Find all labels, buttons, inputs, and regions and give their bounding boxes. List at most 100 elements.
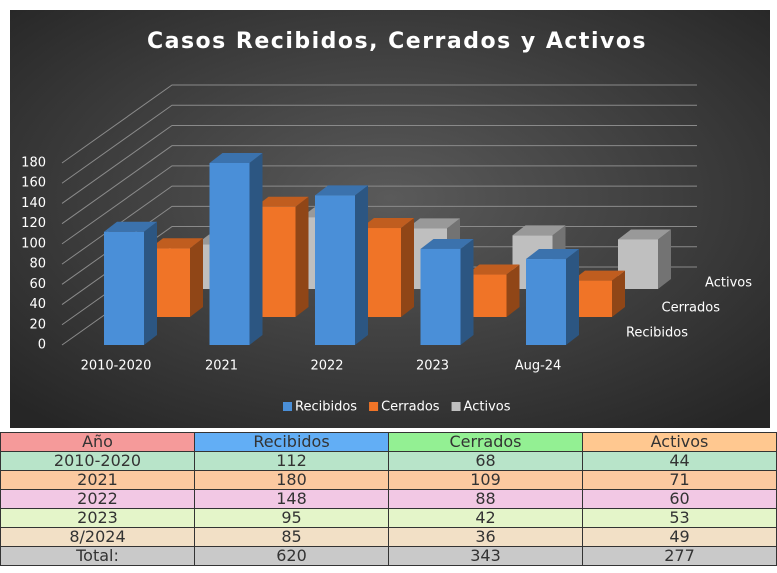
table-row: 2022 148 88 60	[0, 489, 777, 509]
y-tick-label: 60	[29, 277, 46, 292]
bar	[315, 195, 355, 345]
legend-swatch	[369, 402, 379, 411]
grid-line	[61, 226, 697, 305]
bar-side	[658, 229, 671, 289]
table-row: 2021 180 109 71	[0, 470, 777, 490]
grid-line	[61, 145, 697, 225]
table-row: 2010-2020 112 68 44	[0, 451, 777, 471]
grid-line	[61, 124, 697, 204]
table-cell: 2021	[0, 470, 195, 490]
bar-top	[526, 249, 579, 260]
table-cell: 180	[194, 470, 389, 490]
table-cell: 620	[194, 546, 389, 566]
table-cell: 49	[582, 527, 777, 547]
y-tick-label: 140	[21, 196, 46, 211]
legend-swatch	[451, 402, 461, 411]
table-cell: 44	[582, 451, 777, 471]
grid-line	[61, 104, 697, 184]
table-row: Total: 620 343 277	[0, 546, 777, 566]
table-cell: 343	[388, 546, 583, 566]
bar-top	[618, 229, 671, 240]
table-row: 2023 95 42 53	[0, 508, 777, 528]
bar	[526, 259, 566, 345]
y-tick-label: 40	[29, 297, 46, 312]
x-tick-label: Aug-24	[515, 359, 562, 374]
bar-top	[407, 218, 460, 229]
y-tick-label: 160	[21, 176, 46, 191]
table-cell: 2010-2020	[0, 451, 195, 471]
table-cell: 53	[582, 508, 777, 528]
legend-label: Activos	[464, 400, 511, 415]
depth-label: Recibidos	[626, 326, 688, 341]
table-cell: 277	[582, 546, 777, 566]
table-row: 8/2024 85 36 49	[0, 527, 777, 547]
data-table: Año Recibidos Cerrados Activos 2010-2020 112 6…	[0, 432, 777, 566]
bar-side	[566, 249, 579, 345]
table-cell: 95	[194, 508, 389, 528]
table-cell: 112	[194, 451, 389, 471]
bar-top	[361, 218, 414, 229]
bar-top	[466, 264, 520, 275]
bar-side	[190, 238, 203, 317]
x-tick-label: 2023	[416, 359, 449, 374]
header-cell: Activos	[582, 432, 777, 452]
bar-top	[572, 270, 625, 281]
chart: Casos Recibidos, Cerrados y Activos 0 20 4…	[10, 10, 770, 428]
x-tick-label: 2010-2020	[81, 359, 152, 374]
bar	[104, 231, 144, 345]
bar-top	[420, 238, 474, 249]
table-cell: 8/2024	[0, 527, 195, 547]
bar-side	[295, 196, 309, 317]
table-cell: 36	[388, 527, 583, 547]
depth-label: Activos	[705, 276, 752, 291]
table-header: Año Recibidos Cerrados Activos	[0, 432, 777, 452]
bar-side	[355, 185, 368, 345]
depth-label: Cerrados	[662, 301, 721, 316]
table-cell: 60	[582, 489, 777, 509]
bar-top	[315, 185, 368, 196]
table-cell: 85	[194, 527, 389, 547]
bar-side	[612, 270, 625, 317]
bar-side	[460, 238, 474, 345]
table-cell: 68	[388, 451, 583, 471]
table-cell: 148	[194, 489, 389, 509]
grid-line	[61, 205, 697, 285]
bar-side	[249, 153, 263, 345]
y-tick-label: 120	[21, 216, 46, 231]
bar-top	[512, 225, 566, 236]
x-tick-label: 2021	[205, 359, 238, 374]
header-cell: Recibidos	[194, 432, 389, 452]
bar-side	[506, 264, 520, 317]
header-cell: Año	[0, 432, 195, 452]
table-cell: 88	[388, 489, 583, 509]
bar-side	[144, 221, 157, 345]
grid-line	[61, 185, 697, 265]
bar-top	[255, 196, 309, 207]
bar-top	[150, 238, 203, 249]
grid-line	[61, 165, 697, 245]
table-cell: Total:	[0, 546, 195, 566]
y-tick-label: 180	[21, 156, 46, 171]
bar	[209, 163, 250, 345]
y-tick-label: 0	[38, 338, 46, 353]
legend-label: Recibidos	[295, 400, 357, 415]
legend-label: Cerrados	[381, 400, 440, 415]
table-cell: 109	[388, 470, 583, 490]
grid-line	[61, 84, 697, 164]
bar-top	[209, 153, 263, 163]
chart-title: Casos Recibidos, Cerrados y Activos	[147, 29, 647, 54]
bar-side	[401, 218, 414, 317]
table-cell: 2023	[0, 508, 195, 528]
y-tick-label: 100	[21, 236, 46, 251]
y-tick-label: 80	[29, 257, 46, 272]
bar	[420, 248, 461, 345]
header-cell: Cerrados	[388, 432, 583, 452]
table-cell: 2022	[0, 489, 195, 509]
table-cell: 42	[388, 508, 583, 528]
x-tick-label: 2022	[310, 359, 343, 374]
y-tick-label: 20	[29, 317, 46, 332]
bar-top	[104, 221, 157, 232]
table-cell: 71	[582, 470, 777, 490]
legend-swatch	[283, 402, 292, 411]
